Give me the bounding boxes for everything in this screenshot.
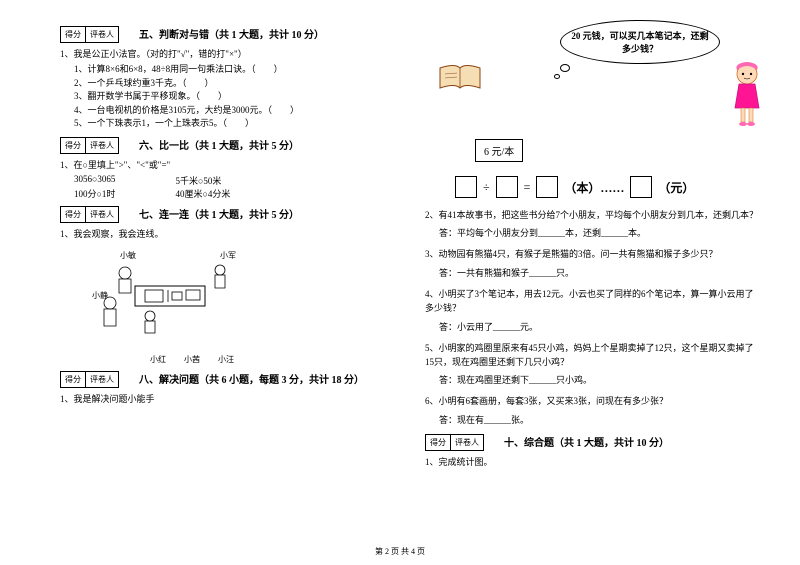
score-box: 得分 评卷人 xyxy=(60,137,119,154)
girl-character-icon xyxy=(725,60,770,130)
unit-yuan: （元） xyxy=(658,179,694,196)
s6-q1: 1、在○里填上">"、"<"或"=" xyxy=(60,158,395,172)
score-box: 得分 评卷人 xyxy=(60,26,119,43)
grader-label: 评卷人 xyxy=(86,372,118,387)
equals-sign: = xyxy=(524,180,531,195)
formula-row: ÷ = （本）…… （元） xyxy=(455,176,760,198)
section7-title: 七、连一连（共 1 大题，共计 5 分） xyxy=(139,206,299,223)
score-box: 得分 评卷人 xyxy=(60,206,119,223)
label-xiaowang: 小汪 xyxy=(218,354,234,365)
score-box: 得分 评卷人 xyxy=(425,434,484,451)
ra3: 答：一共有熊猫和猴子______只。 xyxy=(439,266,760,279)
people-drawing-icon: 小敏 小军 小静 xyxy=(90,248,290,348)
exam-page: 得分 评卷人 五、判断对与错（共 1 大题，共计 10 分） 1、我是公正小法官… xyxy=(0,0,800,481)
s10-q1: 1、完成统计图。 xyxy=(425,455,760,469)
s6-row2: 100分○1时 40厘米○4分米 xyxy=(74,187,395,200)
page-footer: 第 2 页 共 4 页 xyxy=(0,546,800,557)
s6-r1c1: 3056○3065 xyxy=(74,174,115,187)
s6-r2c2: 40厘米○4分米 xyxy=(175,187,230,200)
notebook-icon xyxy=(435,60,485,95)
score-label: 得分 xyxy=(426,435,451,450)
formula-box2 xyxy=(496,176,518,198)
bubble-dot1 xyxy=(560,64,570,72)
formula-box4 xyxy=(630,176,652,198)
score-label: 得分 xyxy=(61,138,86,153)
s6-r1c2: 5千米○50米 xyxy=(175,174,221,187)
s6-row1: 3056○3065 5千米○50米 xyxy=(74,174,395,187)
grader-label: 评卷人 xyxy=(451,435,483,450)
s8-q1: 1、我是解决问题小能手 xyxy=(60,392,395,406)
s6-r2c1: 100分○1时 xyxy=(74,187,115,200)
s5-item1: 1、计算8×6和6×8，48÷8用同一句乘法口诀。（ ） xyxy=(74,63,395,77)
unit-ben: （本）…… xyxy=(564,179,624,196)
section5-title: 五、判断对与错（共 1 大题，共计 10 分） xyxy=(139,26,324,43)
s5-q1: 1、我是公正小法官。（对的打"√"，错的打"×"） xyxy=(60,47,395,61)
grader-label: 评卷人 xyxy=(86,138,118,153)
section10-title: 十、综合题（共 1 大题，共计 10 分） xyxy=(504,434,669,451)
s5-item2: 2、一个乒乓球约重3千克。（ ） xyxy=(74,77,395,91)
formula-box3 xyxy=(536,176,558,198)
score-box: 得分 评卷人 xyxy=(60,371,119,388)
s5-item3: 3、翻开数学书属于平移现象。（ ） xyxy=(74,90,395,104)
rq6: 6、小明有6套画册，每套3张，又买来3张，问现在有多少张？ xyxy=(425,394,760,408)
formula-box1 xyxy=(455,176,477,198)
ra2: 答：平均每个小朋友分到______本，还剩______本。 xyxy=(439,226,760,239)
label-xiaomin: 小敏 xyxy=(120,250,136,260)
thought-bubble: 20 元钱，可以买几本笔记本，还剩多少钱？ xyxy=(560,20,720,64)
section6-title: 六、比一比（共 1 大题，共计 5 分） xyxy=(139,137,299,154)
s5-item5: 5、一个下珠表示1，一个上珠表示5。（ ） xyxy=(74,117,395,131)
bubble-text: 20 元钱，可以买几本笔记本，还剩多少钱？ xyxy=(571,29,709,55)
connect-illustration: 小敏 小军 小静 xyxy=(90,248,290,348)
ra6: 答：现在有______张。 xyxy=(439,413,760,426)
grader-label: 评卷人 xyxy=(86,27,118,42)
ra5: 答：现在鸡圈里还剩下______只小鸡。 xyxy=(439,373,760,386)
section8-title: 八、解决问题（共 6 小题，每题 3 分，共计 18 分） xyxy=(139,371,364,388)
ra4: 答：小云用了______元。 xyxy=(439,320,760,333)
word-problem-graphic: 20 元钱，可以买几本笔记本，还剩多少钱？ xyxy=(425,20,760,135)
s5-item4: 4、一台电视机的价格是3105元，大约是3000元。（ ） xyxy=(74,104,395,118)
section10-header: 得分 评卷人 十、综合题（共 1 大题，共计 10 分） xyxy=(425,434,760,451)
left-column: 得分 评卷人 五、判断对与错（共 1 大题，共计 10 分） 1、我是公正小法官… xyxy=(60,20,395,471)
divide-sign: ÷ xyxy=(483,180,490,195)
score-label: 得分 xyxy=(61,372,86,387)
price-box: 6 元/本 xyxy=(475,139,523,162)
s7-q1: 1、我会观察，我会连线。 xyxy=(60,227,395,241)
rq3: 3、动物园有熊猫4只，有猴子是熊猫的3倍。问一共有熊猫和猴子多少只？ xyxy=(425,247,760,261)
right-column: 20 元钱，可以买几本笔记本，还剩多少钱？ xyxy=(425,20,760,471)
label-xiaoqian: 小茜 xyxy=(184,354,200,365)
label-xiaojun: 小军 xyxy=(220,251,236,260)
section7-header: 得分 评卷人 七、连一连（共 1 大题，共计 5 分） xyxy=(60,206,395,223)
score-label: 得分 xyxy=(61,27,86,42)
label-xiaohong: 小红 xyxy=(150,354,166,365)
section8-header: 得分 评卷人 八、解决问题（共 6 小题，每题 3 分，共计 18 分） xyxy=(60,371,395,388)
section6-header: 得分 评卷人 六、比一比（共 1 大题，共计 5 分） xyxy=(60,137,395,154)
rq2: 2、有41本故事书，把这些书分给7个小朋友，平均每个小朋友分到几本，还剩几本？ xyxy=(425,208,760,222)
bubble-dot2 xyxy=(554,74,560,79)
rq4: 4、小明买了3个笔记本，用去12元。小云也买了同样的6个笔记本，算一算小云用了多… xyxy=(425,287,760,316)
bottom-labels: 小红 小茜 小汪 xyxy=(100,354,395,365)
score-label: 得分 xyxy=(61,207,86,222)
section5-header: 得分 评卷人 五、判断对与错（共 1 大题，共计 10 分） xyxy=(60,26,395,43)
grader-label: 评卷人 xyxy=(86,207,118,222)
rq5: 5、小明家的鸡圈里原来有45只小鸡，妈妈上个星期卖掉了12只，这个星期又卖掉了1… xyxy=(425,341,760,370)
